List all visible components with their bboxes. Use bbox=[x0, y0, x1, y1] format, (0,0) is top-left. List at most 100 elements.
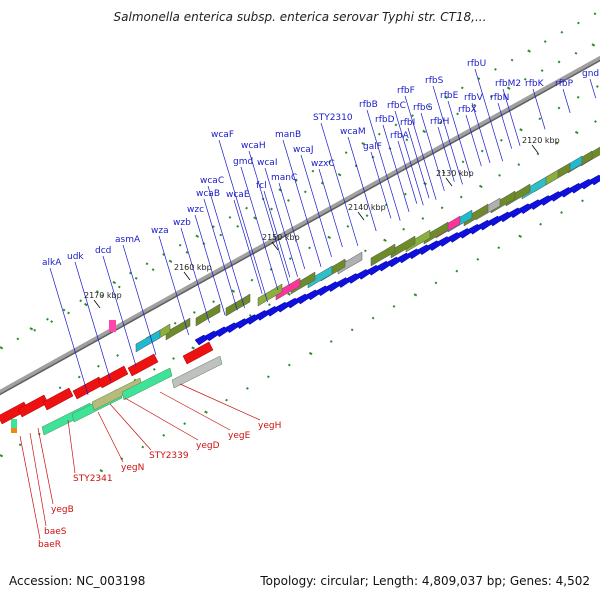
leader-forward bbox=[194, 214, 226, 316]
tick-mark-upper2 bbox=[168, 259, 173, 263]
leader-forward bbox=[347, 136, 377, 232]
gene-label-reverse: STY2339 bbox=[149, 451, 189, 461]
leader-forward bbox=[203, 198, 238, 311]
tick-mark-upper2 bbox=[151, 268, 155, 272]
gene-label-reverse: baeR bbox=[38, 540, 61, 550]
kbp-leader bbox=[357, 211, 365, 221]
kbp-label: 2160 kbp bbox=[174, 263, 212, 272]
feature-block-forward bbox=[370, 243, 396, 267]
tick-mark-upper bbox=[527, 49, 531, 53]
leader-reverse bbox=[37, 427, 54, 505]
tick-mark-upper2 bbox=[540, 69, 544, 72]
tick-mark-middle bbox=[519, 128, 523, 132]
tick-mark-upper bbox=[427, 104, 431, 108]
tick-mark-middle bbox=[404, 192, 407, 196]
tick-mark-lower2 bbox=[434, 281, 438, 285]
backbone-outer bbox=[0, 55, 600, 396]
tick-mark-upper bbox=[361, 142, 365, 146]
kbp-leader bbox=[183, 271, 191, 281]
tick-mark-middle bbox=[250, 278, 254, 282]
leader-reverse bbox=[19, 435, 41, 540]
gene-label-forward: wzb bbox=[173, 218, 191, 228]
tick-mark-lower bbox=[459, 195, 463, 199]
tick-mark-lower bbox=[594, 120, 597, 123]
feature-block-pink bbox=[109, 320, 116, 332]
leader-forward bbox=[263, 190, 291, 278]
tick-mark-middle bbox=[480, 149, 484, 153]
tick-mark-lower bbox=[536, 152, 540, 156]
leader-forward bbox=[382, 124, 410, 212]
tick-mark-lower bbox=[421, 217, 425, 220]
tick-mark-lower bbox=[287, 292, 291, 296]
tick-mark-lower2 bbox=[455, 269, 459, 273]
gene-arrow-reverse bbox=[182, 341, 214, 365]
feature-block-forward bbox=[275, 277, 301, 301]
gene-label-forward: rfbM2 bbox=[495, 79, 521, 89]
feature-block-forward bbox=[165, 317, 191, 341]
tick-mark-upper2 bbox=[320, 181, 324, 185]
tick-mark-middle bbox=[538, 117, 542, 121]
tick-mark-upper bbox=[577, 21, 580, 25]
feature-block-forward bbox=[307, 265, 333, 289]
tick-mark-lower bbox=[18, 443, 22, 447]
feature-block-reverse bbox=[171, 355, 223, 389]
leader-forward bbox=[318, 168, 343, 248]
tick-mark-upper2 bbox=[84, 302, 88, 307]
gene-label-reverse: STY2341 bbox=[73, 474, 113, 484]
leader-reverse bbox=[67, 419, 76, 474]
kbp-label: 2120 kbp bbox=[522, 136, 560, 145]
leader-forward bbox=[394, 110, 424, 206]
tick-mark-middle bbox=[116, 354, 120, 357]
gene-label-forward: rfbS bbox=[425, 76, 444, 86]
tick-mark-middle bbox=[576, 95, 580, 99]
tick-mark-lower2 bbox=[246, 387, 249, 390]
tick-mark-upper bbox=[95, 290, 99, 293]
tick-mark-lower2 bbox=[183, 422, 187, 425]
gene-label-forward: rfbX bbox=[458, 105, 477, 115]
tick-mark-upper2 bbox=[591, 43, 596, 47]
feature-block-forward bbox=[290, 271, 316, 295]
leader-forward bbox=[420, 112, 445, 192]
kbp-label: 2170 kbp bbox=[84, 291, 122, 300]
tick-mark-middle bbox=[557, 106, 561, 110]
leader-forward bbox=[300, 154, 332, 258]
kbp-leader bbox=[531, 144, 539, 154]
tick-mark-middle bbox=[346, 224, 350, 228]
tick-mark-lower bbox=[383, 238, 387, 242]
leader-forward bbox=[264, 167, 298, 277]
tick-mark-middle bbox=[595, 85, 599, 88]
tick-mark-lower bbox=[0, 454, 4, 458]
leader-reverse bbox=[124, 397, 199, 441]
tick-mark-upper bbox=[377, 132, 381, 136]
feature-block-forward bbox=[225, 293, 251, 317]
tick-mark-middle bbox=[212, 300, 215, 304]
leader-forward bbox=[562, 88, 571, 113]
gene-label-reverse: yegB bbox=[51, 505, 74, 515]
tick-mark-lower2 bbox=[308, 351, 313, 356]
gene-arrow-reverse bbox=[127, 353, 159, 377]
tick-mark-lower2 bbox=[476, 258, 480, 261]
gene-label-forward: dcd bbox=[95, 246, 111, 256]
feature-block-small bbox=[11, 419, 17, 428]
leader-reverse bbox=[109, 403, 152, 451]
leader-forward bbox=[589, 78, 597, 99]
leader-reverse bbox=[29, 432, 47, 527]
tick-mark-lower bbox=[479, 184, 483, 189]
tick-mark-lower bbox=[191, 346, 195, 350]
feature-block-orange bbox=[11, 428, 17, 433]
kbp-leader bbox=[93, 299, 101, 309]
leader-forward bbox=[102, 255, 137, 366]
genome-title: Salmonella enterica subsp. enterica sero… bbox=[113, 10, 487, 24]
tick-mark-upper bbox=[112, 280, 117, 285]
tick-mark-lower bbox=[172, 357, 175, 360]
leader-forward bbox=[407, 127, 430, 199]
tick-mark-middle bbox=[173, 321, 177, 325]
leader-forward bbox=[474, 68, 504, 162]
gene-label-forward: rfbI bbox=[400, 118, 415, 128]
gene-label-forward: manC bbox=[271, 173, 297, 183]
tick-mark-middle bbox=[288, 257, 292, 261]
tick-mark-lower bbox=[248, 314, 252, 317]
tick-mark-upper2 bbox=[506, 86, 511, 90]
accession-label: Accession: NC_003198 bbox=[9, 574, 146, 588]
gene-label-forward: manB bbox=[275, 130, 301, 140]
